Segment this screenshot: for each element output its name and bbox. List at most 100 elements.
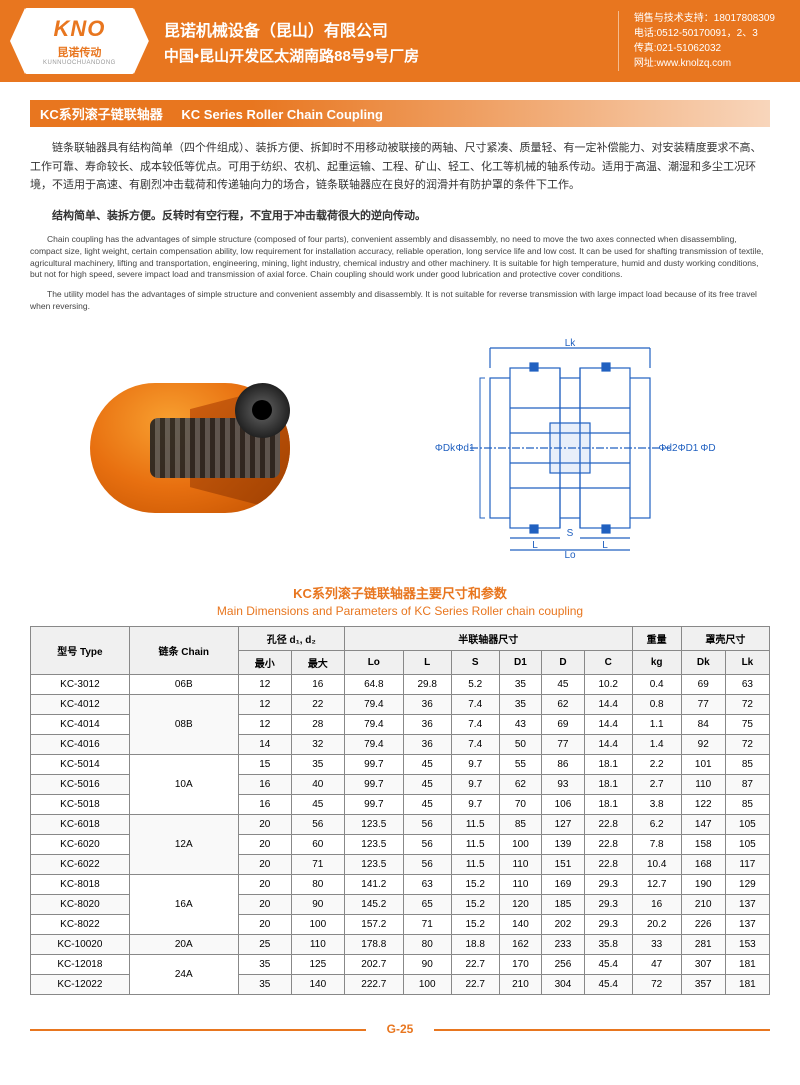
cell: 15 bbox=[238, 755, 291, 775]
cell: 56 bbox=[403, 815, 451, 835]
cell: 71 bbox=[403, 915, 451, 935]
cell: 29.3 bbox=[584, 895, 632, 915]
cell: 281 bbox=[681, 935, 725, 955]
cell: 110 bbox=[291, 935, 344, 955]
cell: 10.4 bbox=[632, 855, 681, 875]
cell: 16 bbox=[238, 795, 291, 815]
cell: 153 bbox=[725, 935, 769, 955]
cell: 90 bbox=[403, 955, 451, 975]
cell: 18.1 bbox=[584, 755, 632, 775]
company-logo: KNO 昆诺传动 KUNNUOCHUANDONG bbox=[25, 8, 134, 74]
cell: 0.8 bbox=[632, 695, 681, 715]
cell-chain: 12A bbox=[129, 815, 238, 875]
table-title: KC系列滚子链联轴器主要尺寸和参数 Main Dimensions and Pa… bbox=[30, 583, 770, 618]
cell: 20 bbox=[238, 835, 291, 855]
cell: 7.4 bbox=[451, 735, 499, 755]
svg-text:L: L bbox=[602, 540, 608, 551]
th-d: D bbox=[542, 651, 585, 675]
cell-type: KC-5018 bbox=[31, 795, 130, 815]
cell: 64.8 bbox=[344, 675, 403, 695]
cell: 169 bbox=[542, 875, 585, 895]
cell: 93 bbox=[542, 775, 585, 795]
cell: 18.1 bbox=[584, 775, 632, 795]
table-title-en: Main Dimensions and Parameters of KC Ser… bbox=[30, 604, 770, 618]
cell: 168 bbox=[681, 855, 725, 875]
cell-type: KC-4016 bbox=[31, 735, 130, 755]
cell: 185 bbox=[542, 895, 585, 915]
logo-text: KNO bbox=[43, 16, 116, 42]
contact-website: 网址:www.knolzq.com bbox=[634, 56, 775, 71]
product-photo bbox=[70, 348, 330, 548]
cell-type: KC-3012 bbox=[31, 675, 130, 695]
cell: 11.5 bbox=[451, 855, 499, 875]
cell: 22.8 bbox=[584, 815, 632, 835]
cell: 15.2 bbox=[451, 875, 499, 895]
cell: 181 bbox=[725, 975, 769, 995]
cell: 43 bbox=[499, 715, 542, 735]
image-row: Lk ΦDk Φd1 Φd2 ΦD1 ΦD S L L Lo bbox=[30, 338, 770, 558]
cell: 11.5 bbox=[451, 815, 499, 835]
cell: 20 bbox=[238, 815, 291, 835]
cell: 100 bbox=[499, 835, 542, 855]
cell: 9.7 bbox=[451, 775, 499, 795]
cell: 222.7 bbox=[344, 975, 403, 995]
cell: 202 bbox=[542, 915, 585, 935]
cell: 45.4 bbox=[584, 955, 632, 975]
cell: 20 bbox=[238, 895, 291, 915]
cell: 12 bbox=[238, 675, 291, 695]
cell: 1.1 bbox=[632, 715, 681, 735]
cell-type: KC-10020 bbox=[31, 935, 130, 955]
cell: 79.4 bbox=[344, 735, 403, 755]
contact-fax: 传真:021-51062032 bbox=[634, 41, 775, 56]
cell: 55 bbox=[499, 755, 542, 775]
cell: 72 bbox=[725, 735, 769, 755]
cell: 92 bbox=[681, 735, 725, 755]
cell: 5.2 bbox=[451, 675, 499, 695]
cell: 16 bbox=[238, 775, 291, 795]
th-kg: kg bbox=[632, 651, 681, 675]
cell: 65 bbox=[403, 895, 451, 915]
table-row: KC-1002020A25110178.88018.816223335.8332… bbox=[31, 935, 770, 955]
company-address: 中国•昆山开发区太湖南路88号9号厂房 bbox=[164, 45, 618, 66]
cell: 35.8 bbox=[584, 935, 632, 955]
cell: 7.4 bbox=[451, 695, 499, 715]
cell: 80 bbox=[403, 935, 451, 955]
cell: 63 bbox=[403, 875, 451, 895]
svg-text:ΦDk: ΦDk bbox=[435, 443, 456, 454]
th-c: C bbox=[584, 651, 632, 675]
cell: 62 bbox=[499, 775, 542, 795]
cell: 85 bbox=[725, 755, 769, 775]
title-cn: KC系列滚子链联轴器 bbox=[40, 107, 163, 122]
cell: 110 bbox=[499, 855, 542, 875]
cell: 29.3 bbox=[584, 875, 632, 895]
cell: 140 bbox=[291, 975, 344, 995]
cell: 307 bbox=[681, 955, 725, 975]
cell: 35 bbox=[291, 755, 344, 775]
svg-text:ΦD1: ΦD1 bbox=[678, 443, 699, 454]
cell: 22 bbox=[291, 695, 344, 715]
cell: 79.4 bbox=[344, 695, 403, 715]
company-info: 昆诺机械设备（昆山）有限公司 中国•昆山开发区太湖南路88号9号厂房 bbox=[164, 17, 618, 66]
cell-chain: 10A bbox=[129, 755, 238, 815]
cell: 85 bbox=[499, 815, 542, 835]
table-row: KC-601812A2056123.55611.58512722.86.2147… bbox=[31, 815, 770, 835]
description-cn-1: 链条联轴器具有结构简单（四个件组成）、装拆方便、拆卸时不用移动被联接的两轴、尺寸… bbox=[30, 139, 770, 195]
cell: 79.4 bbox=[344, 715, 403, 735]
page-footer: G-25 bbox=[0, 1020, 800, 1038]
cell: 10.2 bbox=[584, 675, 632, 695]
cell: 181 bbox=[725, 955, 769, 975]
svg-text:L: L bbox=[532, 540, 538, 551]
cell: 35 bbox=[238, 955, 291, 975]
description-cn-2: 结构简单、装拆方便。反转时有空行程，不宜用于冲击载荷很大的逆向传动。 bbox=[30, 207, 770, 226]
cell: 141.2 bbox=[344, 875, 403, 895]
cell: 77 bbox=[681, 695, 725, 715]
page-number: G-25 bbox=[377, 1022, 424, 1036]
th-chain: 链条 Chain bbox=[129, 627, 238, 675]
cell: 99.7 bbox=[344, 795, 403, 815]
table-row: KC-801816A2080141.26315.211016929.312.71… bbox=[31, 875, 770, 895]
cell: 106 bbox=[542, 795, 585, 815]
cell: 210 bbox=[681, 895, 725, 915]
cell: 9.7 bbox=[451, 795, 499, 815]
cell: 33 bbox=[632, 935, 681, 955]
th-bore: 孔径 d₁, d₂ bbox=[238, 627, 344, 651]
